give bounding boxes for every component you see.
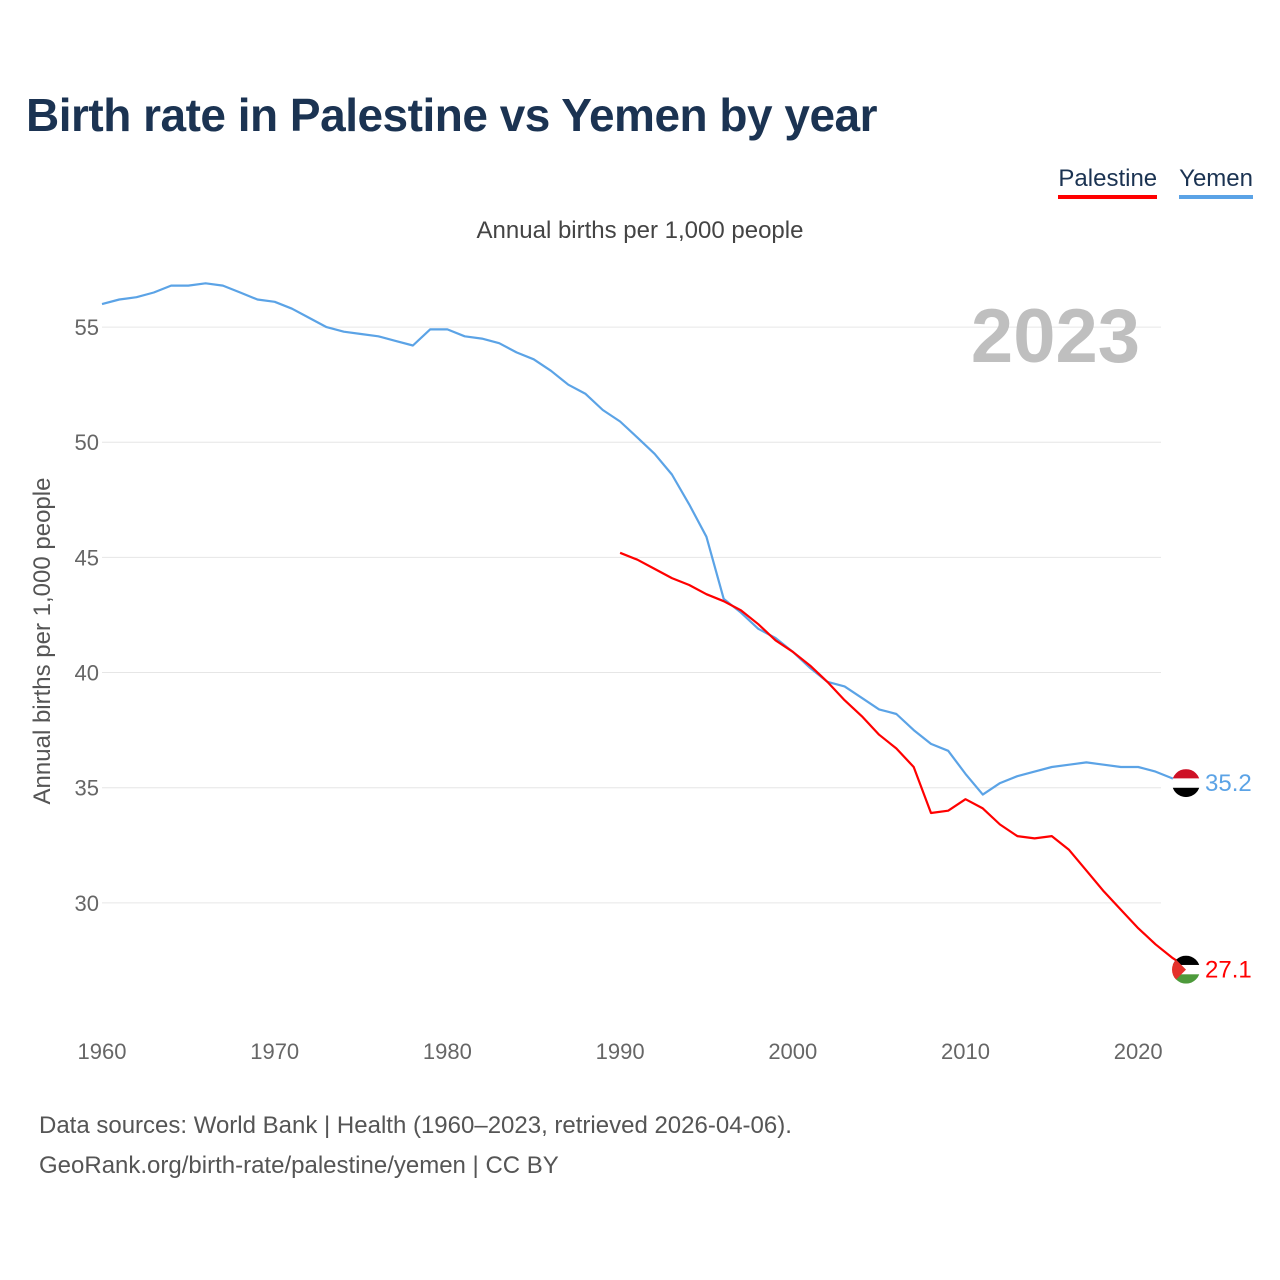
legend-item-palestine[interactable]: Palestine <box>1058 165 1158 199</box>
year-label: 2023 <box>971 294 1140 379</box>
legend: Palestine Yemen <box>1058 165 1253 199</box>
footer-source: Data sources: World Bank | Health (1960–… <box>39 1112 792 1139</box>
line-chart: 30 35 40 45 50 55 1960 1970 1980 1990 2000 2010 2020… <box>29 282 1252 1064</box>
footer-link[interactable]: GeoRank.org/birth-rate/palestine/yemen |… <box>39 1152 559 1179</box>
x-tick-label: 1990 <box>596 1039 645 1064</box>
series-line-palestine <box>619 551 1191 971</box>
x-tick-label: 2000 <box>768 1039 817 1064</box>
chart-subtitle: Annual births per 1,000 people <box>476 217 804 244</box>
legend-item-yemen[interactable]: Yemen <box>1179 165 1253 199</box>
y-tick-label: 30 <box>75 891 99 916</box>
y-tick-label: 50 <box>75 430 99 455</box>
y-tick-label: 45 <box>75 545 99 570</box>
x-tick-label: 2020 <box>1114 1039 1163 1064</box>
chart-title: Birth rate in Palestine vs Yemen by year <box>26 89 878 141</box>
y-tick-label: 35 <box>75 776 99 801</box>
x-tick-label: 1960 <box>78 1039 127 1064</box>
footer: Data sources: World Bank | Health (1960–… <box>39 1106 792 1186</box>
x-tick-label: 1970 <box>250 1039 299 1064</box>
x-tick-label: 1980 <box>423 1039 472 1064</box>
end-value-label-palestine: 27.1 <box>1205 957 1252 984</box>
series-line-yemen <box>101 282 1191 796</box>
y-tick-label: 40 <box>75 661 99 686</box>
x-tick-label: 2010 <box>941 1039 990 1064</box>
y-tick-label: 55 <box>75 315 99 340</box>
y-axis-label: Annual births per 1,000 people <box>29 478 56 805</box>
palestine-flag-icon <box>1172 955 1200 984</box>
yemen-flag-icon <box>1172 769 1200 798</box>
end-value-label-yemen: 35.2 <box>1205 770 1252 797</box>
